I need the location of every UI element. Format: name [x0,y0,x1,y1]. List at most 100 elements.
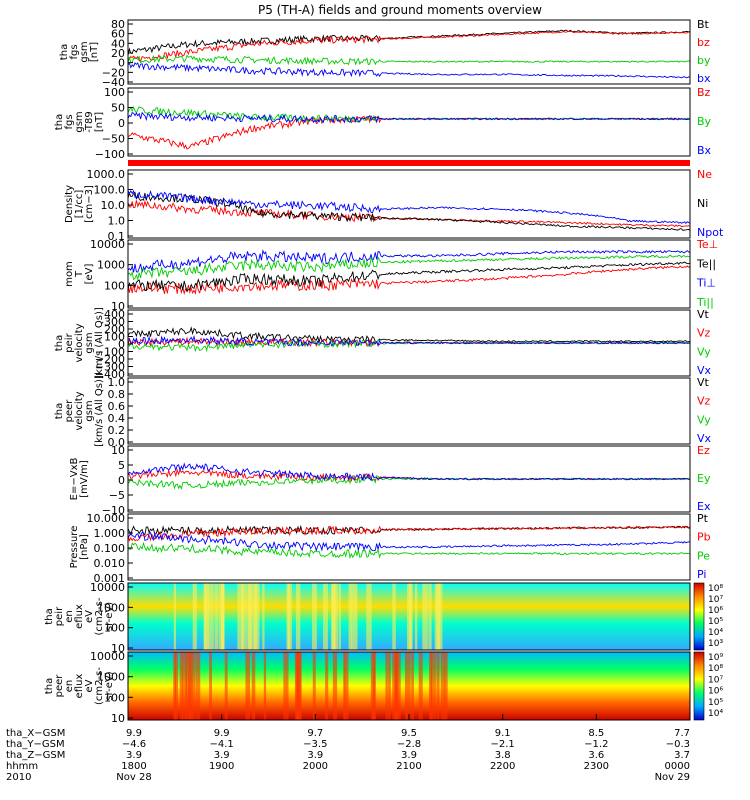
y-tick-label: 300 [104,316,125,329]
heatmap-streak [298,652,302,720]
x-row-value: 9.1 [495,728,511,739]
y-axis-label-line: (cm2-s- [94,667,105,705]
heatmap-streak [173,652,177,720]
y-tick-label: 40 [111,37,125,50]
y-axis-label-line: -T89 [84,111,95,133]
figure-title: P5 (TH-A) fields and ground moments over… [258,3,542,17]
x-row-value: 3.6 [588,750,604,761]
series-line-Pe [127,541,691,559]
y-axis-label-line: (cm2-s- [94,597,105,635]
x-row-value: −2.8 [397,739,421,750]
y-axis-label-line: sr-eV) [104,671,115,700]
y-axis-label-line: E=−VxB [69,458,80,501]
y-axis-label-line: eflux [74,604,85,629]
y-tick-label: 20 [111,47,125,60]
y-axis-label-line: peir [64,332,75,352]
y-axis-label-line: en [64,610,75,623]
y-axis-label-line: fgs [69,44,80,59]
legend-entry: Ni [697,197,708,210]
legend-entry: Bx [697,144,712,157]
legend-entry: Vx [697,432,712,445]
y-axis-label-line: tha [54,335,65,351]
x-row-value: 2200 [490,761,515,772]
legend-entry: Ex [697,500,711,513]
x-row-value: 3.9 [401,750,417,761]
heatmap-streak [294,652,300,720]
heatmap-streak [182,652,188,720]
series-line-Vt [127,326,691,344]
legend-entry: Ti|| [696,296,714,309]
quality-flag-bar [128,160,690,166]
y-tick-label: 1000.0 [87,168,126,181]
x-row-value: 2100 [396,761,421,772]
x-row-value: 9.5 [401,728,417,739]
legend-entry: Pb [697,531,711,544]
y-axis-label-line: [cm−3] [84,185,95,223]
heatmap-streak [251,583,255,650]
y-tick-label: 0.001 [94,572,126,585]
heatmap-streak [296,583,301,650]
y-axis-label-line: sr-eV) [104,602,115,631]
x-row-value: −4.1 [210,739,234,750]
legend-entry: Vt [697,376,710,389]
panel-frame [127,582,691,651]
panel-frame [127,309,691,377]
y-axis-label-line: [km/s (All Qs)] [94,307,105,379]
x-axis-annotations: tha_X−GSM 9.9 9.9 9.7 9.5 9.1 8.5 7.7 tha_Y−GSM −… [6,714,691,783]
x-row-value: Nov 29 [655,772,690,783]
series-line-Te⊥ [127,265,691,296]
heatmap-streak [434,583,440,650]
y-axis-label-line: gsm [84,400,95,421]
series-line-Ex [127,462,691,482]
x-row-value: 2300 [584,761,609,772]
y-axis-label-line: tha [44,608,55,624]
panel-frame [127,445,691,513]
colorbar-tick-label: 10⁷ [708,675,723,685]
y-tick-label: 200 [104,323,125,336]
y-axis-label: tha peer en eflux eV (cm2-s-sr-eV) [44,667,115,705]
x-row-value: 2000 [303,761,328,772]
series-line-Bt [127,29,691,56]
y-tick-label: 100.0 [94,184,126,197]
legend: Vt Vz Vy Vx [697,376,712,445]
heatmap-streak [192,652,196,720]
heatmap-streak [283,652,289,720]
y-axis-label: tha fgs gsm -T89 [nT] [54,111,105,133]
legend: Vt Vz Vy Vx [697,308,712,377]
y-tick-label: 0.2 [108,424,126,437]
x-row-value: 1800 [121,761,146,772]
y-tick-label: 60 [111,28,125,41]
heatmap-streak [174,652,179,720]
x-row-label: tha_Y−GSM [6,739,65,750]
x-row-value: 9.9 [214,728,230,739]
panel-frame [127,239,691,309]
x-row-value: 3.9 [126,750,142,761]
y-axis-label: tha peer velocity gsm [km/s (All Qs)] [54,375,105,447]
y-axis-label-line: tha [44,678,55,694]
colorbar-tick-label: 10⁶ [708,606,723,616]
y-tick-label: 0.6 [108,400,126,413]
legend-entry: Npot [697,226,724,239]
heatmap-streak [192,583,197,650]
legend: Ne Ni Npot [697,168,724,239]
panel-fgs-t89: 100 50 0 −50 −100 tha fgs gsm -T89 [nT] Bz By Bx [54,86,712,161]
legend-entry: Vz [697,327,711,340]
series-line-Ti⊥ [127,249,691,273]
y-axis-label-line: peer [54,674,65,698]
y-axis-label: Density [1/cc] [cm−3] [64,185,95,223]
colorbar-tick-label: 10⁶ [708,687,723,697]
y-tick-label: 1.000 [94,527,126,540]
legend-entry: Bz [697,86,711,99]
y-tick-label: 10 [111,642,125,655]
legend-entry: Ez [697,444,710,457]
y-tick-label: −100 [95,346,125,359]
legend-entry: Te⊥ [696,238,718,251]
y-tick-label: 10 [111,712,125,725]
y-axis-label: E=−VxB [mV/m] [69,458,90,501]
heatmap-streak [237,583,243,650]
y-tick-label: 100 [104,691,125,704]
heatmap-streak [344,652,349,720]
x-row-value: 7.7 [674,728,690,739]
y-tick-label: −50 [102,133,125,146]
